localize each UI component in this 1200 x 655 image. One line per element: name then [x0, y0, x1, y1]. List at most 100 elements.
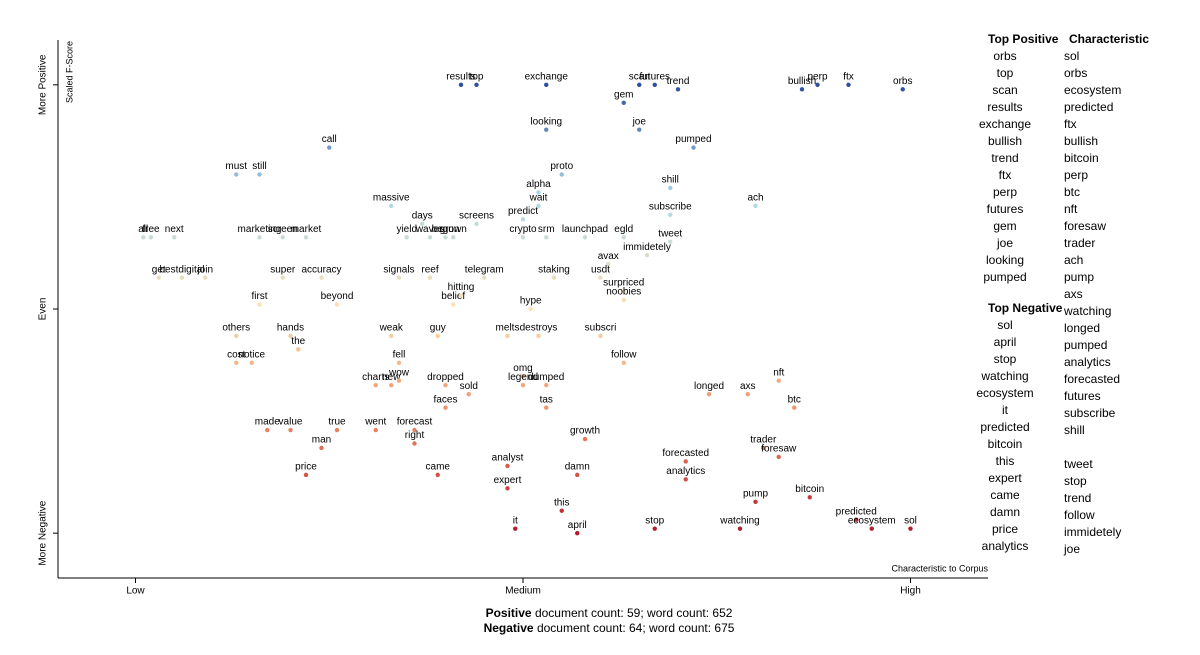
- point: [234, 333, 239, 339]
- list-item: tweet: [1064, 457, 1093, 471]
- point-label: sol: [904, 515, 917, 526]
- point: [520, 374, 526, 379]
- point-label: april: [568, 520, 587, 531]
- list-item: foresaw: [1064, 219, 1106, 233]
- point-label: all: [138, 224, 148, 235]
- point: [637, 127, 642, 132]
- list-item: trend: [1064, 491, 1091, 505]
- list-item: analytics: [982, 539, 1029, 553]
- list-item: came: [990, 488, 1020, 502]
- point-label: srm: [538, 224, 555, 235]
- point-label: watching: [719, 515, 759, 526]
- x-tick-label: Low: [126, 586, 145, 597]
- point: [520, 217, 526, 222]
- point-label: man: [312, 435, 331, 446]
- point: [544, 82, 549, 88]
- point-label: next: [165, 224, 184, 235]
- point-label: ach: [747, 193, 763, 204]
- point-label: right: [405, 430, 425, 441]
- point-label: tweet: [658, 228, 682, 239]
- list-item: pumped: [983, 270, 1026, 284]
- point: [869, 526, 874, 531]
- point-label: cost: [227, 349, 246, 360]
- y-tick-label: Even: [38, 298, 49, 321]
- point: [412, 427, 417, 433]
- point-label: grown: [440, 224, 467, 235]
- list-item: longed: [1064, 321, 1100, 335]
- point-label: omg: [513, 363, 532, 374]
- point-label: staking: [538, 264, 570, 275]
- point-label: trend: [667, 76, 690, 87]
- point: [776, 454, 781, 460]
- point: [776, 378, 781, 383]
- point-label: stop: [645, 515, 664, 526]
- list-item: ftx: [1064, 117, 1077, 131]
- point-label: subscri: [585, 323, 617, 334]
- point: [598, 275, 603, 280]
- point: [737, 526, 743, 531]
- point: [505, 463, 510, 469]
- point-label: the: [291, 336, 305, 347]
- list-title: Top Positive: [988, 32, 1059, 46]
- point-label: wait: [529, 193, 548, 204]
- point: [327, 145, 332, 150]
- point-label: value: [279, 417, 303, 428]
- point: [148, 235, 154, 240]
- point-label: predict: [508, 206, 538, 217]
- point: [745, 391, 750, 397]
- point: [582, 235, 588, 240]
- list-item: ecosystem: [976, 386, 1033, 400]
- point-label: crypto: [509, 224, 537, 235]
- point: [683, 459, 688, 464]
- list-item: nft: [1064, 202, 1078, 216]
- point: [575, 472, 580, 478]
- list-item: looking: [986, 253, 1024, 267]
- point: [179, 275, 185, 280]
- point-label: trader: [750, 435, 777, 446]
- list-item: predicted: [1064, 100, 1113, 114]
- point-label: orbs: [893, 76, 912, 87]
- point-label: weak: [379, 323, 404, 334]
- point: [536, 190, 541, 195]
- point: [520, 383, 526, 388]
- point-label: melts: [496, 323, 520, 334]
- list-item: futures: [1064, 389, 1101, 403]
- point: [280, 275, 285, 280]
- point: [621, 360, 626, 365]
- point: [389, 383, 394, 388]
- point-label: still: [252, 161, 266, 172]
- point: [303, 472, 309, 478]
- point: [792, 405, 797, 410]
- point: [598, 333, 603, 339]
- point: [141, 235, 146, 240]
- x-tick-label: High: [900, 586, 921, 597]
- point: [621, 288, 626, 294]
- point: [257, 235, 262, 240]
- point: [799, 87, 805, 92]
- list-item: axs: [1064, 287, 1083, 301]
- list-item: sol: [1064, 49, 1079, 63]
- point: [234, 360, 239, 365]
- point-label: destroys: [520, 323, 558, 334]
- point-label: analytics: [666, 466, 705, 477]
- point-label: guy: [430, 323, 446, 334]
- point-label: yield: [396, 224, 417, 235]
- point: [753, 499, 758, 504]
- list-item: pump: [1064, 270, 1094, 284]
- list-item: top: [997, 66, 1014, 80]
- point: [156, 275, 161, 280]
- point: [621, 297, 626, 303]
- point: [389, 203, 394, 209]
- list-item: watching: [1063, 304, 1111, 318]
- list-item: bitcoin: [1064, 151, 1099, 165]
- point-label: avax: [598, 251, 619, 262]
- point-label: top: [470, 71, 484, 82]
- point-label: alpha: [526, 179, 551, 190]
- point-label: free: [142, 224, 160, 235]
- point: [396, 378, 402, 383]
- point-label: market: [291, 224, 322, 235]
- list-item: ecosystem: [1064, 83, 1121, 97]
- point: [544, 127, 549, 132]
- point: [257, 302, 262, 307]
- point: [172, 235, 177, 240]
